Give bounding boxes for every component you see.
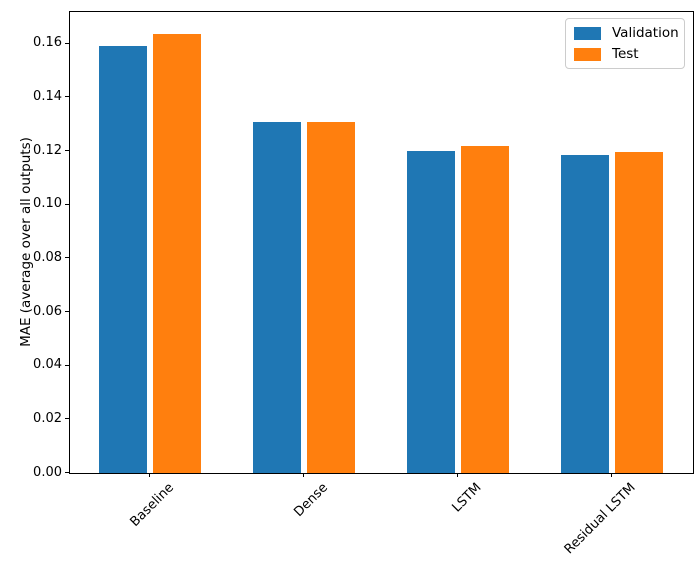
y-tick-label: 0.04 (33, 357, 62, 373)
bar-validation-residual-lstm (561, 155, 609, 473)
legend-label-test: Test (612, 46, 639, 62)
plot-area (69, 11, 694, 474)
bar-test-baseline (153, 33, 201, 473)
y-tick-mark (65, 472, 69, 473)
y-tick-mark (65, 257, 69, 259)
legend-label-validation: Validation (612, 25, 679, 41)
validation-color-swatch (574, 26, 601, 40)
y-tick-mark (65, 96, 69, 98)
test-color-swatch (574, 47, 601, 61)
x-tick-mark (149, 473, 150, 477)
y-tick-label: 0.12 (33, 142, 62, 158)
legend-item-validation: Validation (574, 25, 679, 41)
bar-validation-lstm (407, 150, 455, 473)
y-tick-mark (65, 42, 69, 44)
y-tick-mark (65, 364, 69, 366)
y-tick-label: 0.16 (33, 35, 62, 51)
y-axis-label: MAE (average over all outputs) (18, 137, 34, 347)
y-tick-label: 0.08 (33, 249, 62, 265)
y-tick-label: 0.00 (33, 464, 62, 480)
legend-item-test: Test (574, 46, 676, 62)
bar-test-residual-lstm (615, 152, 663, 473)
x-tick-mark (303, 473, 304, 477)
y-tick-label: 0.10 (33, 196, 62, 212)
x-tick-label-dense: Dense (291, 480, 331, 520)
x-tick-mark (611, 473, 612, 477)
x-tick-mark (457, 473, 458, 477)
legend: Validation Test (565, 18, 685, 69)
y-tick-label: 0.02 (33, 410, 62, 426)
y-tick-mark (65, 311, 69, 312)
bar-test-dense (307, 121, 355, 473)
x-tick-label-residual-lstm: Residual LSTM (562, 480, 639, 558)
y-tick-label: 0.06 (33, 303, 62, 319)
y-tick-mark (65, 150, 69, 151)
y-tick-label: 0.14 (33, 88, 62, 104)
bar-validation-dense (253, 121, 301, 473)
x-tick-label-baseline: Baseline (127, 480, 177, 530)
x-tick-label-lstm: LSTM (449, 480, 485, 516)
bar-validation-baseline (99, 46, 147, 473)
y-tick-mark (65, 203, 69, 205)
bar-test-lstm (461, 146, 509, 473)
y-tick-mark (65, 418, 69, 420)
